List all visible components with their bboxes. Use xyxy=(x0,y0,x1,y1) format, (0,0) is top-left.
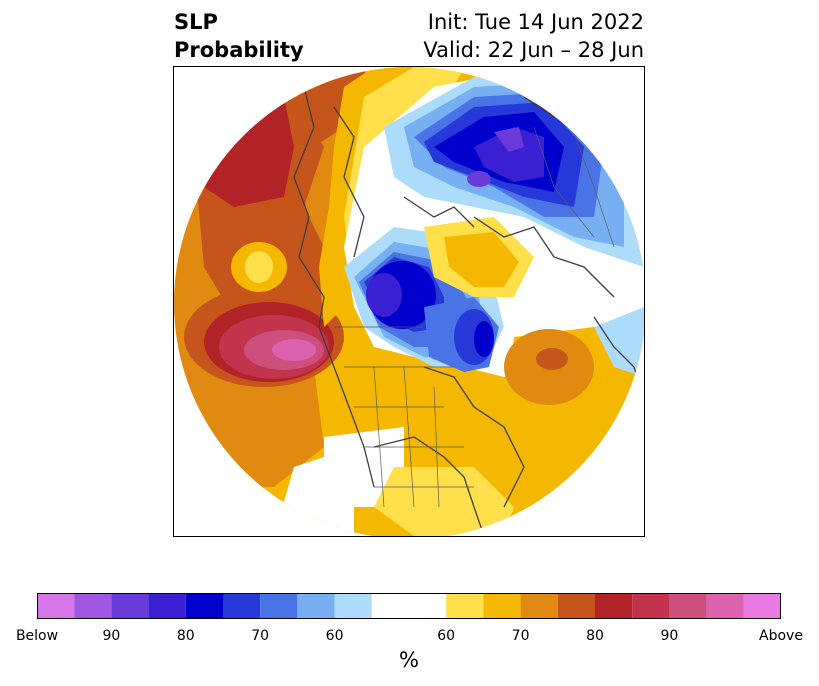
colorbar-tick-label: Below xyxy=(15,628,59,644)
colorbar-tick-label: 70 xyxy=(511,628,530,644)
map-title: SLP Probability xyxy=(174,8,304,64)
init-date: Init: Tue 14 Jun 2022 xyxy=(427,10,644,34)
colorbar-swatch xyxy=(260,593,298,619)
colorbar-swatch xyxy=(706,593,744,619)
valid-range: Valid: 22 Jun – 28 Jun xyxy=(423,38,644,62)
probability-field xyxy=(174,67,644,536)
colorbar-tick-label: 60 xyxy=(437,628,456,644)
colorbar-swatch xyxy=(148,593,186,619)
colorbar-swatch xyxy=(334,593,372,619)
title-variable: SLP xyxy=(174,10,218,34)
colorbar-swatch xyxy=(557,593,595,619)
colorbar-swatch xyxy=(371,593,447,619)
colorbar-swatch xyxy=(37,593,75,619)
colorbar-tick-label: 90 xyxy=(660,628,679,644)
probability-map xyxy=(174,67,644,536)
colorbar-tick-label: 60 xyxy=(325,628,344,644)
colorbar-swatch xyxy=(297,593,335,619)
title-field: Probability xyxy=(174,38,304,62)
colorbar-swatch xyxy=(446,593,484,619)
colorbar-border xyxy=(37,593,781,619)
colorbar-swatch xyxy=(111,593,149,619)
political-borders xyxy=(334,106,615,508)
colorbar-swatch xyxy=(520,593,558,619)
colorbar-unit-label: % xyxy=(399,648,419,672)
colorbar-swatch xyxy=(185,593,223,619)
colorbar-swatch xyxy=(595,593,633,619)
map-panel xyxy=(173,66,645,537)
colorbar-tick-label: 80 xyxy=(176,628,195,644)
colorbar-swatch xyxy=(483,593,521,619)
colorbar xyxy=(37,593,781,619)
map-dates: Init: Tue 14 Jun 2022 Valid: 22 Jun – 28… xyxy=(423,8,644,64)
colorbar-tick-label: 70 xyxy=(251,628,270,644)
colorbar-swatch xyxy=(669,593,707,619)
colorbar-swatch xyxy=(632,593,670,619)
colorbar-tick-label: 90 xyxy=(102,628,121,644)
colorbar-swatch xyxy=(743,593,781,619)
colorbar-swatch xyxy=(74,593,112,619)
colorbar-swatch xyxy=(223,593,261,619)
colorbar-tick-label: 80 xyxy=(586,628,604,644)
north-pacific-anomaly xyxy=(174,67,374,487)
colorbar-tick-label: Above xyxy=(759,628,803,644)
